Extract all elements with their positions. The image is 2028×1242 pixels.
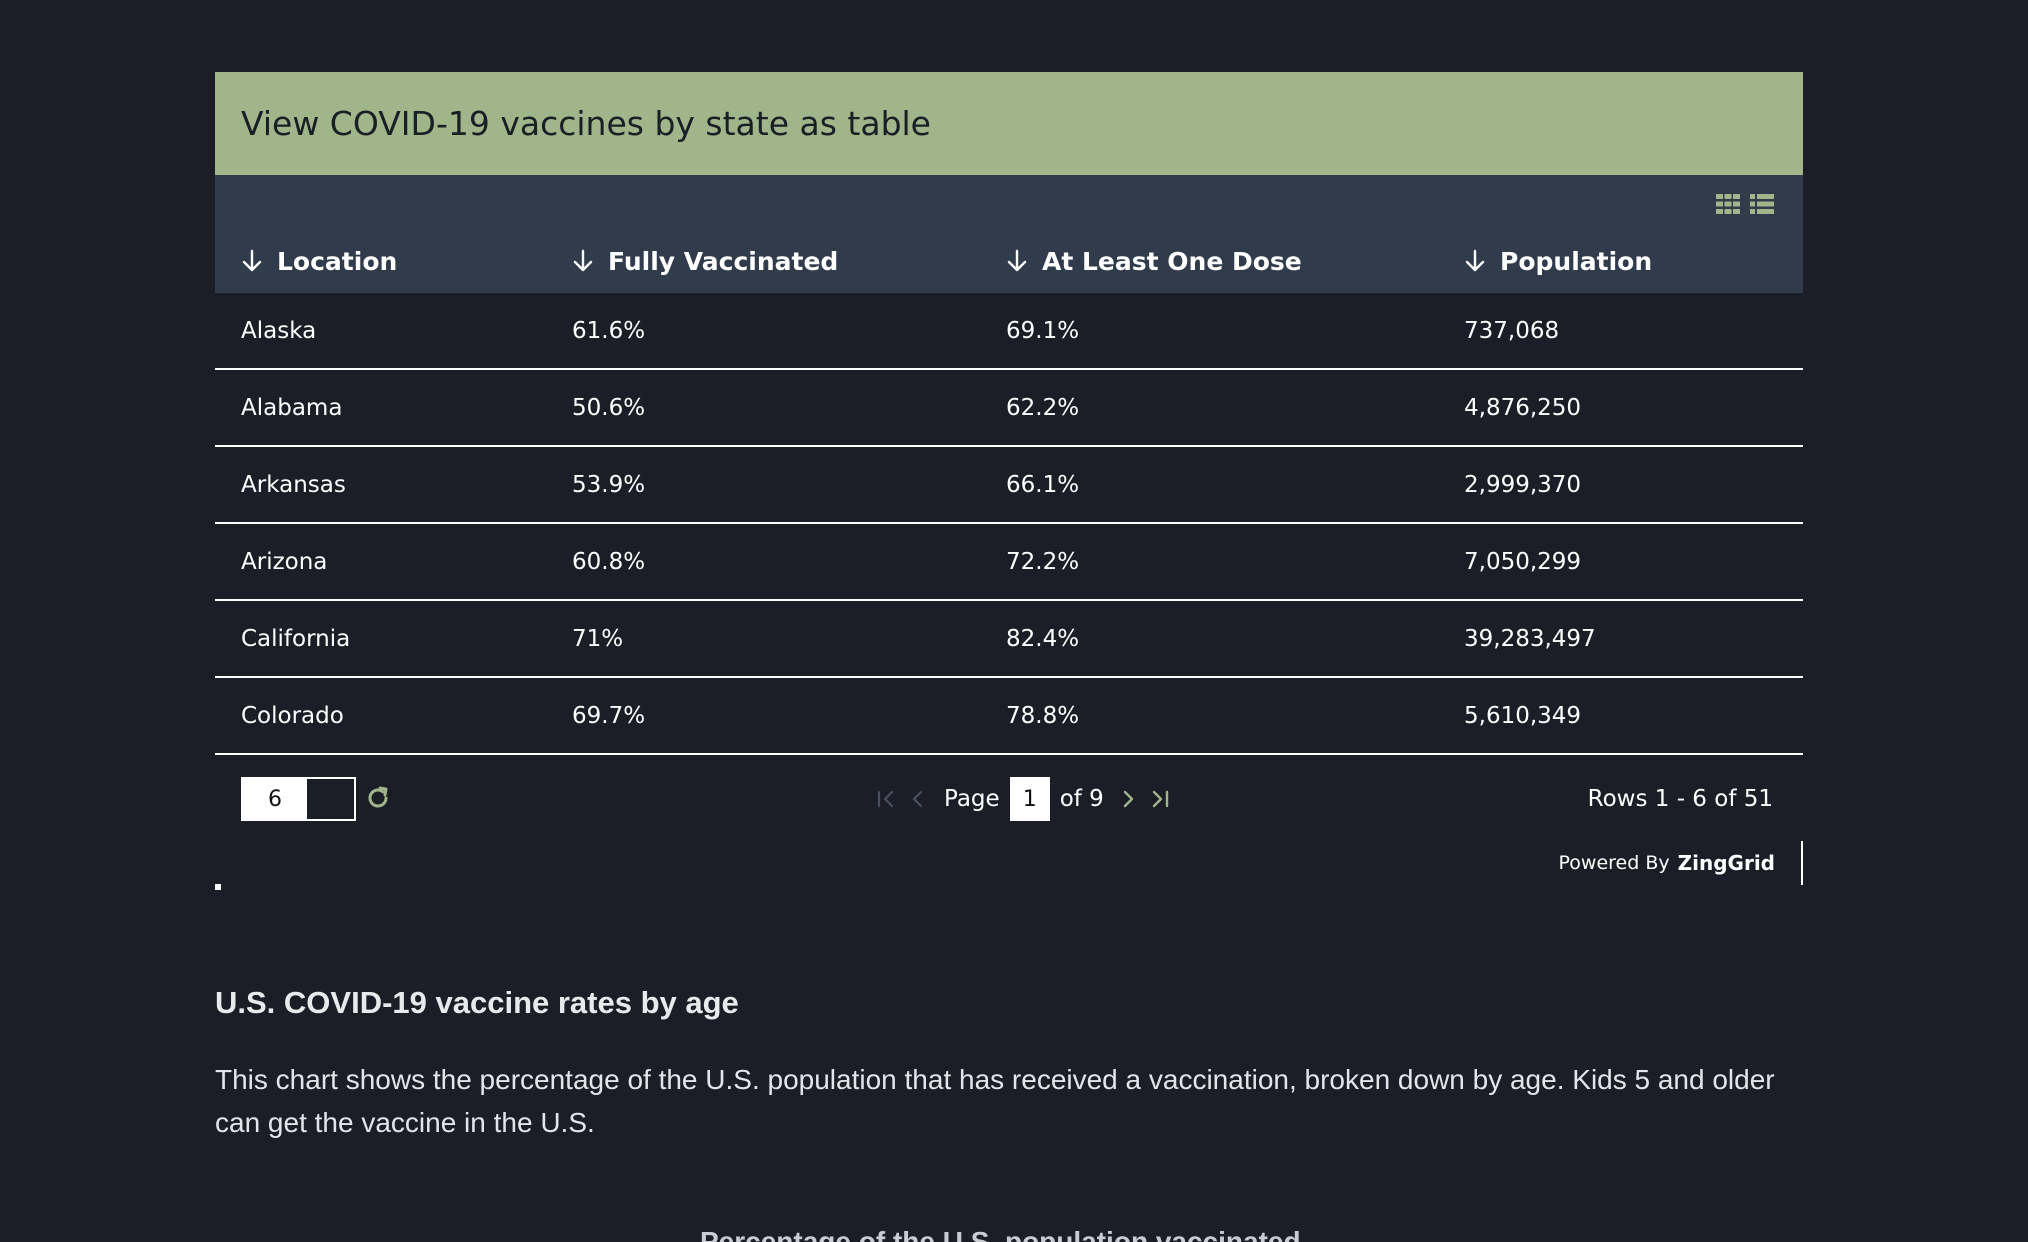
- cell-population: 7,050,299: [1464, 548, 1582, 575]
- cell-population: 737,068: [1464, 317, 1560, 344]
- section-title: U.S. COVID-19 vaccine rates by age: [215, 985, 739, 1020]
- cell-fully-vaccinated: 50.6%: [572, 394, 646, 421]
- cell-population: 39,283,497: [1464, 625, 1596, 652]
- column-header-population[interactable]: Population: [1464, 229, 1652, 293]
- cell-location: Arizona: [241, 548, 328, 575]
- marker-dot: [215, 884, 221, 890]
- powered-by-label: Powered By: [1558, 852, 1670, 874]
- rows-info: Rows 1 - 6 of 51: [1587, 786, 1773, 812]
- cell-fully-vaccinated: 69.7%: [572, 702, 646, 729]
- grid-layout-icon[interactable]: [1716, 194, 1740, 214]
- cell-location: California: [241, 625, 351, 652]
- cell-one-dose: 82.4%: [1006, 625, 1080, 652]
- cell-location: Colorado: [241, 702, 344, 729]
- table-row: Colorado 69.7% 78.8% 5,610,349: [215, 678, 1803, 755]
- column-header-label: Population: [1500, 246, 1653, 276]
- vaccines-grid: View COVID-19 vaccines by state as table: [215, 72, 1803, 887]
- cell-one-dose: 62.2%: [1006, 394, 1080, 421]
- last-page-icon[interactable]: [1149, 788, 1171, 810]
- sort-down-icon: [573, 249, 593, 272]
- cell-fully-vaccinated: 61.6%: [572, 317, 646, 344]
- grid-caption: View COVID-19 vaccines by state as table: [215, 72, 1803, 175]
- table-row: Alabama 50.6% 62.2% 4,876,250: [215, 370, 1803, 447]
- cell-one-dose: 69.1%: [1006, 317, 1080, 344]
- cell-one-dose: 72.2%: [1006, 548, 1080, 575]
- cell-population: 4,876,250: [1464, 394, 1582, 421]
- table-row: Arkansas 53.9% 66.1% 2,999,370: [215, 447, 1803, 524]
- table-row: California 71% 82.4% 39,283,497: [215, 601, 1803, 678]
- layout-switcher: [1716, 194, 1774, 214]
- column-header-label: Fully Vaccinated: [608, 246, 839, 276]
- cell-fully-vaccinated: 60.8%: [572, 548, 646, 575]
- grid-footer: Powered By ZingGrid: [215, 841, 1803, 887]
- table-row: Alaska 61.6% 69.1% 737,068: [215, 293, 1803, 370]
- section-description: This chart shows the percentage of the U…: [215, 1064, 1775, 1138]
- column-header-fully-vaccinated[interactable]: Fully Vaccinated: [572, 229, 838, 293]
- cell-location: Arkansas: [241, 471, 346, 498]
- page-navigation: Page 1 of 9: [870, 777, 1176, 821]
- cell-population: 5,610,349: [1464, 702, 1582, 729]
- cell-population: 2,999,370: [1464, 471, 1582, 498]
- column-header-label: At Least One Dose: [1042, 246, 1302, 276]
- page-size-value: 6: [243, 779, 307, 819]
- cell-location: Alaska: [241, 317, 317, 344]
- cell-fully-vaccinated: 53.9%: [572, 471, 646, 498]
- cell-one-dose: 78.8%: [1006, 702, 1080, 729]
- sort-down-icon: [1465, 249, 1485, 272]
- cell-location: Alabama: [241, 394, 343, 421]
- column-header-location[interactable]: Location: [241, 229, 397, 293]
- next-page-icon[interactable]: [1117, 788, 1139, 810]
- column-headers: Location Fully Vaccinated At Least One D…: [215, 229, 1803, 293]
- cell-one-dose: 66.1%: [1006, 471, 1080, 498]
- page-count: of 9: [1059, 786, 1104, 812]
- row-layout-icon[interactable]: [1750, 194, 1774, 214]
- sort-down-icon: [242, 249, 262, 272]
- first-page-icon[interactable]: [875, 788, 897, 810]
- brand-name: ZingGrid: [1677, 851, 1775, 875]
- sort-down-icon: [1007, 249, 1027, 272]
- cell-fully-vaccinated: 71%: [572, 625, 624, 652]
- table-row: Arizona 60.8% 72.2% 7,050,299: [215, 524, 1803, 601]
- column-header-label: Location: [277, 246, 398, 276]
- column-header-at-least-one-dose[interactable]: At Least One Dose: [1006, 229, 1302, 293]
- pager: 6 Page 1 of 9 Rows 1 - 6 of 51: [215, 755, 1803, 841]
- grid-body: Alaska 61.6% 69.1% 737,068 Alabama 50.6%…: [215, 293, 1803, 755]
- prev-page-icon[interactable]: [907, 788, 929, 810]
- current-page-input[interactable]: 1: [1009, 777, 1050, 821]
- reload-icon[interactable]: [365, 785, 391, 811]
- powered-by-link[interactable]: Powered By ZingGrid: [1559, 841, 1803, 885]
- chart-title-partial: Percentage of the U.S. population vaccin…: [700, 1226, 1301, 1242]
- page-label: Page: [944, 786, 1000, 812]
- page-size-select[interactable]: 6: [241, 777, 356, 821]
- grid-header: Location Fully Vaccinated At Least One D…: [215, 175, 1803, 293]
